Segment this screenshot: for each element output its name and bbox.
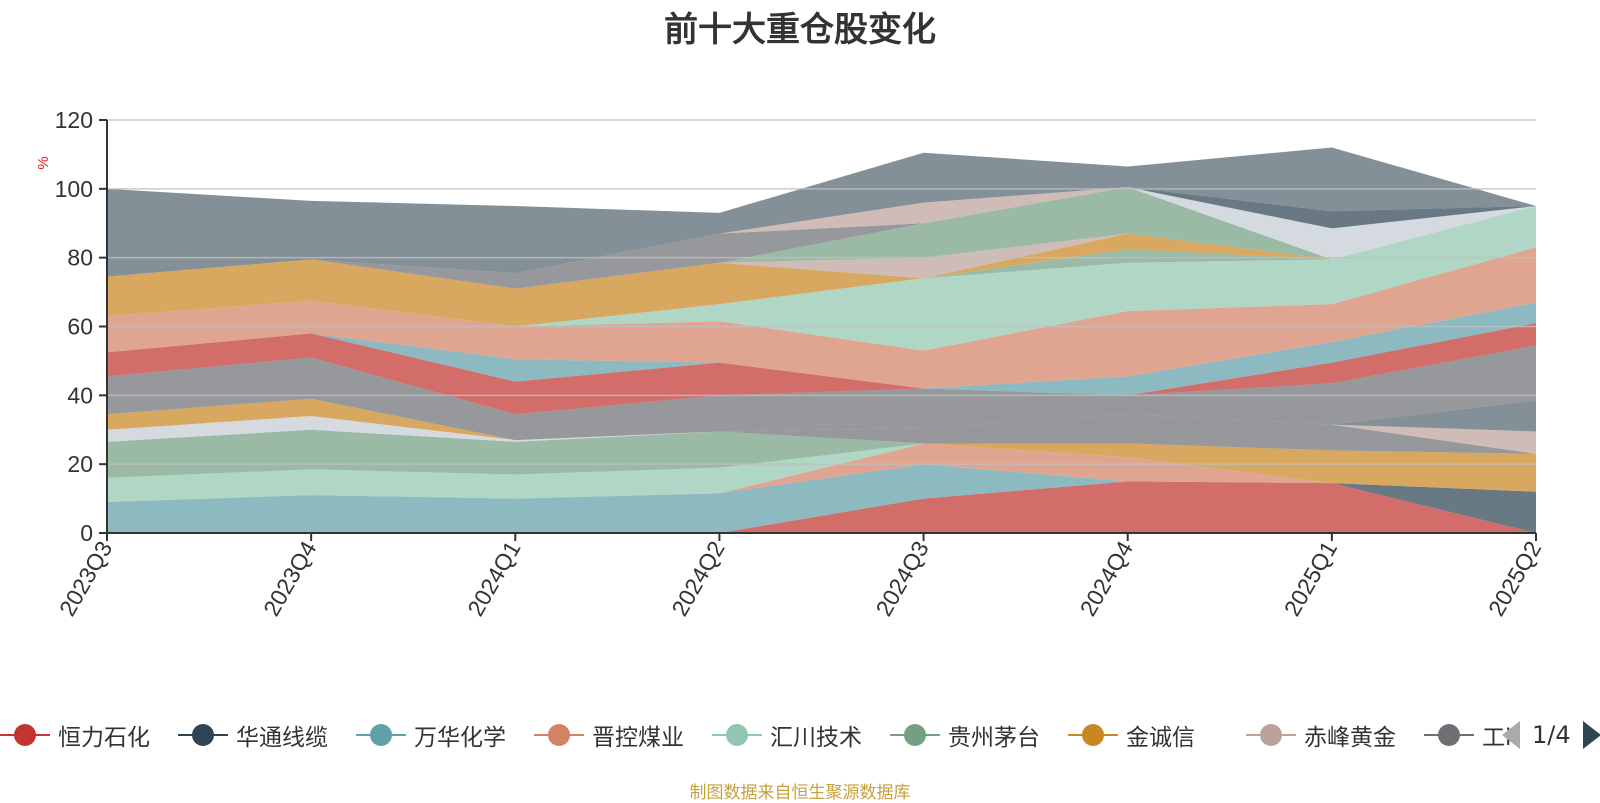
legend-page-indicator: 1/4 (1532, 721, 1571, 749)
data-source-note: 制图数据来自恒生聚源数据库 (689, 783, 911, 803)
y-tick-label: 20 (67, 451, 93, 477)
x-tick-label: 2024Q4 (1075, 536, 1139, 620)
x-tick-label: 2024Q1 (462, 537, 525, 621)
area-series-21[interactable] (107, 187, 1536, 289)
legend-label: 赤峰黄金 (1304, 725, 1396, 751)
x-tick-label: 2023Q4 (258, 536, 322, 620)
y-tick-label: 40 (67, 382, 93, 408)
legend-marker-icon (178, 718, 228, 752)
area-series-24[interactable] (107, 187, 1536, 289)
legend-marker-icon (890, 718, 940, 752)
area-series-6[interactable] (107, 443, 1536, 492)
y-tick-label: 100 (55, 176, 93, 202)
legend-marker-icon (534, 718, 584, 752)
chart-legend: 恒力石化 华通线缆 万华化学 晋控煤业 汇川技术 贵州茅台 金诚信 赤峰黄金 工i (0, 718, 1600, 752)
area-series-17[interactable] (107, 206, 1536, 351)
legend-item[interactable]: 金诚信 (1068, 718, 1195, 752)
legend-item[interactable]: 恒力石化 (0, 718, 150, 752)
area-series-group (107, 147, 1536, 533)
legend-label: 恒力石化 (58, 725, 150, 751)
legend-marker-icon (356, 718, 406, 752)
chart-title: 前十大重仓股变化 (664, 10, 936, 50)
legend-item[interactable]: 晋控煤业 (534, 718, 684, 752)
area-series-1[interactable] (107, 481, 1536, 533)
y-tick-label: 60 (67, 314, 93, 340)
legend-marker-icon (1068, 718, 1118, 752)
x-tick-label: 2025Q1 (1279, 537, 1342, 621)
area-series-5[interactable] (107, 443, 1536, 503)
area-series-2[interactable] (107, 481, 1536, 533)
legend-marker-dot (548, 724, 570, 746)
area-series-19[interactable] (107, 206, 1536, 327)
legend-item[interactable]: 赤峰黄金 (1246, 718, 1396, 752)
x-tick-label: 2023Q3 (54, 537, 117, 621)
x-tick-label: 2025Q2 (1483, 537, 1546, 621)
legend-marker-dot (1082, 724, 1104, 746)
legend-item[interactable]: 汇川技术 (712, 718, 862, 752)
legend-pager: 1/4 (1502, 716, 1600, 754)
area-series-14[interactable] (107, 323, 1536, 415)
legend-label: 华通线缆 (236, 725, 328, 751)
legend-marker-dot (192, 724, 214, 746)
area-series-7[interactable] (107, 429, 1536, 478)
legend-marker-icon (712, 718, 762, 752)
legend-marker-dot (14, 724, 36, 746)
legend-prev-page-button[interactable] (1502, 721, 1520, 749)
y-tick-label: 80 (67, 245, 93, 271)
legend-marker-dot (904, 724, 926, 746)
legend-item[interactable]: 工i (1424, 718, 1511, 752)
y-axis-label: % (35, 156, 52, 169)
grid-lines (107, 119, 1536, 465)
legend-item[interactable]: 贵州茅台 (890, 718, 1040, 752)
y-tick-label: 0 (80, 520, 93, 546)
legend-marker-dot (1260, 724, 1282, 746)
x-tick-label: 2024Q3 (870, 537, 933, 621)
legend-next-page-button[interactable] (1582, 721, 1600, 749)
y-tick-label: 120 (55, 107, 93, 133)
area-series-3[interactable] (107, 464, 1536, 533)
area-series-16[interactable] (107, 247, 1536, 389)
legend-item[interactable]: 万华化学 (356, 718, 506, 752)
legend-label: 晋控煤业 (592, 725, 684, 751)
legend-label: 汇川技术 (770, 725, 862, 751)
legend-marker-icon (0, 718, 50, 752)
legend-label: 贵州茅台 (948, 725, 1040, 751)
legend-marker-dot (370, 724, 392, 746)
legend-marker-icon (1246, 718, 1296, 752)
area-series-8[interactable] (107, 414, 1536, 454)
legend-marker-dot (726, 724, 748, 746)
area-series-26[interactable] (107, 147, 1536, 277)
legend-label: 金诚信 (1126, 725, 1195, 751)
area-series-12[interactable] (107, 398, 1536, 441)
area-series-13[interactable] (107, 345, 1536, 441)
area-series-15[interactable] (107, 302, 1536, 396)
legend-marker-icon (1424, 718, 1474, 752)
area-series-4[interactable] (107, 443, 1536, 503)
legend-item[interactable]: 华通线缆 (178, 718, 328, 752)
legend-label: 万华化学 (414, 725, 506, 751)
legend-marker-dot (1438, 724, 1460, 746)
x-tick-label: 2024Q2 (666, 537, 729, 621)
stacked-area-chart: 0 20 40 60 80 100 120 2023Q3 2023Q4 2024Q1 2024Q2 2… (35, 107, 1546, 621)
